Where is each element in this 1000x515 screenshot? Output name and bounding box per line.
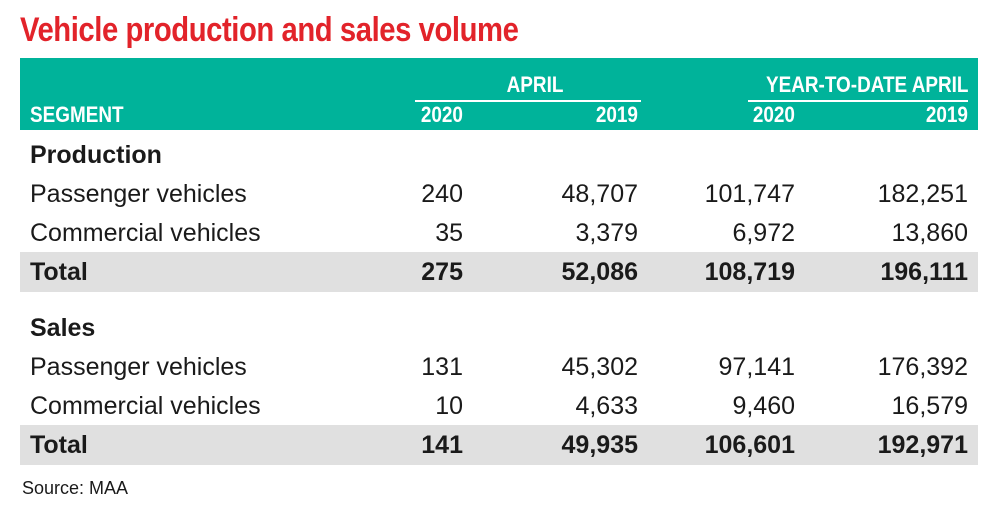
row-label: Passenger vehicles — [30, 180, 247, 208]
cell-ytd-2019: 196,111 — [880, 258, 968, 286]
cell-april-2020: 10 — [435, 392, 463, 420]
cell-april-2019: 49,935 — [561, 431, 638, 459]
row-label: Commercial vehicles — [30, 219, 261, 247]
section-header-sales: Sales — [20, 308, 978, 348]
section-label: Sales — [30, 314, 96, 342]
cell-ytd-2019: 13,860 — [891, 219, 968, 247]
cell-ytd-2019: 182,251 — [877, 180, 968, 208]
header-year-ytd-2020: 2020 — [752, 102, 795, 127]
table-row: Commercial vehicles 35 3,379 6,972 13,86… — [20, 213, 978, 253]
table-row: Passenger vehicles 131 45,302 97,141 176… — [20, 347, 978, 387]
row-label: Passenger vehicles — [30, 353, 247, 381]
table-row-total: Total 141 49,935 106,601 192,971 — [20, 425, 978, 465]
cell-ytd-2020: 106,601 — [704, 431, 795, 459]
header-group-april-rule — [415, 100, 641, 102]
table-row-total: Total 275 52,086 108,719 196,111 — [20, 252, 978, 292]
header-group-april: APRIL — [506, 72, 564, 97]
cell-april-2020: 35 — [435, 219, 463, 247]
header-year-ytd-2019: 2019 — [925, 102, 968, 127]
header-year-april-2020: 2020 — [420, 102, 463, 127]
cell-april-2019: 4,633 — [575, 392, 638, 420]
cell-april-2020: 131 — [421, 353, 463, 381]
table-row: Passenger vehicles 240 48,707 101,747 18… — [20, 174, 978, 214]
cell-april-2019: 45,302 — [561, 353, 638, 381]
source-note: Source: MAA — [22, 478, 129, 498]
header-year-april-2019: 2019 — [595, 102, 638, 127]
cell-april-2020: 141 — [421, 431, 463, 459]
section-label: Production — [30, 141, 162, 169]
cell-ytd-2019: 16,579 — [891, 392, 968, 420]
cell-ytd-2020: 97,141 — [718, 353, 795, 381]
cell-april-2019: 3,379 — [575, 219, 638, 247]
table-row: Commercial vehicles 10 4,633 9,460 16,57… — [20, 386, 978, 426]
chart-title: Vehicle production and sales volume — [20, 11, 519, 49]
cell-april-2019: 52,086 — [561, 258, 638, 286]
cell-ytd-2020: 9,460 — [732, 392, 795, 420]
row-label: Commercial vehicles — [30, 392, 261, 420]
header-group-ytd: YEAR-TO-DATE APRIL — [765, 72, 968, 97]
cell-april-2020: 240 — [421, 180, 463, 208]
cell-ytd-2020: 6,972 — [732, 219, 795, 247]
header-group-ytd-rule — [748, 100, 968, 102]
cell-ytd-2020: 108,719 — [704, 258, 795, 286]
cell-april-2019: 48,707 — [561, 180, 638, 208]
cell-april-2020: 275 — [421, 258, 463, 286]
cell-ytd-2019: 192,971 — [877, 431, 968, 459]
header-segment: SEGMENT — [30, 102, 124, 127]
cell-ytd-2020: 101,747 — [704, 180, 795, 208]
cell-ytd-2019: 176,392 — [877, 353, 968, 381]
section-header-production: Production — [20, 135, 978, 175]
table-header: APRIL YEAR-TO-DATE APRIL SEGMENT 2020 20… — [20, 58, 978, 130]
row-label: Total — [30, 258, 88, 286]
row-label: Total — [30, 431, 88, 459]
